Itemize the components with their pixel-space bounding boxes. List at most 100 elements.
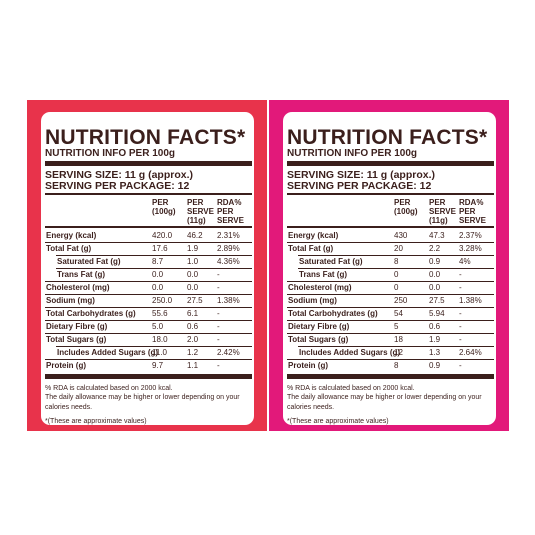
value-per-100g: 420.0	[152, 231, 173, 240]
nutrient-row: Total Fat (g) 17.6 1.9 2.89%	[45, 242, 252, 255]
header-per-serve: PER SERVE (11g)	[187, 198, 214, 225]
row-divider	[45, 332, 252, 334]
nutrition-card: NUTRITION FACTS* NUTRITION INFO PER 100g S…	[283, 112, 496, 425]
nutrient-label: Total Fat (g)	[46, 244, 92, 253]
value-rda: 1.38%	[217, 296, 240, 305]
divider-thick	[45, 374, 252, 379]
value-per-100g: 9.7	[152, 361, 164, 370]
divider	[287, 193, 494, 195]
value-per-serve: 1.9	[187, 244, 199, 253]
value-per-serve: 47.3	[429, 231, 445, 240]
divider-thick	[287, 161, 494, 166]
value-per-100g: 5	[394, 322, 399, 331]
rda-note: % RDA is calculated based on 2000 kcal.	[287, 385, 415, 392]
nutrient-row: Total Carbohydrates (g) 55.6 6.1 -	[45, 307, 252, 320]
row-divider	[45, 319, 252, 321]
nutrient-row: Cholesterol (mg) 0 0.0 -	[287, 281, 494, 294]
nutrient-label: Total Carbohydrates (g)	[288, 309, 378, 318]
nutrient-label: Dietary Fibre (g)	[46, 322, 108, 331]
value-rda: 4%	[459, 257, 471, 266]
nutrient-row: Includes Added Sugars (g) 11.0 1.2 2.42%	[45, 346, 252, 359]
nutrient-label: Total Sugars (g)	[288, 335, 349, 344]
nutrient-label: Protein (g)	[288, 361, 328, 370]
header-rda: RDA% PER SERVE	[217, 198, 244, 225]
value-per-serve: 0.9	[429, 361, 441, 370]
nutrient-label: Saturated Fat (g)	[57, 257, 121, 266]
nutrient-label: Cholesterol (mg)	[288, 283, 352, 292]
nutrient-row: Total Sugars (g) 18 1.9 -	[287, 333, 494, 346]
value-per-100g: 0.0	[152, 270, 164, 279]
value-per-serve: 0.0	[429, 283, 441, 292]
nutrient-label: Trans Fat (g)	[57, 270, 106, 279]
panel-title: NUTRITION FACTS*	[287, 126, 488, 149]
value-rda: -	[217, 322, 220, 331]
value-rda: 2.31%	[217, 231, 240, 240]
value-rda: 2.89%	[217, 244, 240, 253]
nutrient-label: Includes Added Sugars (g)	[57, 348, 159, 357]
value-rda: 2.64%	[459, 348, 482, 357]
serving-size: SERVING SIZE: 11 g (approx.)	[287, 169, 436, 181]
nutrient-label: Total Carbohydrates (g)	[46, 309, 136, 318]
value-per-serve: 0.9	[429, 257, 441, 266]
value-per-serve: 0.0	[187, 283, 199, 292]
nutrient-row: Total Sugars (g) 18.0 2.0 -	[45, 333, 252, 346]
value-rda: -	[217, 361, 220, 370]
panel-subtitle: NUTRITION INFO PER 100g	[287, 148, 418, 159]
value-rda: 2.37%	[459, 231, 482, 240]
value-per-100g: 11.0	[152, 348, 167, 357]
value-per-serve: 0.6	[187, 322, 199, 331]
row-divider	[56, 254, 252, 256]
row-divider	[287, 306, 494, 308]
value-per-100g: 18.0	[152, 335, 168, 344]
header-per-serve: PER SERVE (11g)	[429, 198, 456, 225]
divider	[45, 226, 252, 228]
header-per-100g: PER (100g)	[152, 198, 176, 216]
divider	[45, 193, 252, 195]
value-rda: -	[459, 322, 462, 331]
nutrient-row: Trans Fat (g) 0 0.0 -	[287, 268, 494, 281]
value-per-100g: 20	[394, 244, 403, 253]
serving-size: SERVING SIZE: 11 g (approx.)	[45, 169, 194, 181]
nutrient-row: Saturated Fat (g) 8.7 1.0 4.36%	[45, 255, 252, 268]
nutrient-row: Dietary Fibre (g) 5 0.6 -	[287, 320, 494, 333]
value-per-100g: 250	[394, 296, 408, 305]
nutrient-row: Energy (kcal) 420.0 46.2 2.31%	[45, 229, 252, 242]
rda-note: % RDA is calculated based on 2000 kcal.	[45, 385, 173, 392]
value-per-serve: 6.1	[187, 309, 199, 318]
daily-allowance-note: The daily allowance may be higher or low…	[287, 394, 482, 411]
approx-values-note: *(These are approximate values)	[287, 418, 389, 425]
nutrient-label: Includes Added Sugars (g)	[299, 348, 401, 357]
nutrition-panel-left: NUTRITION FACTS* NUTRITION INFO PER 100g S…	[27, 100, 267, 431]
value-rda: 2.42%	[217, 348, 240, 357]
nutrient-row: Saturated Fat (g) 8 0.9 4%	[287, 255, 494, 268]
value-per-serve: 2.0	[187, 335, 199, 344]
row-divider	[45, 358, 252, 360]
value-per-100g: 8	[394, 257, 399, 266]
nutrient-label: Saturated Fat (g)	[299, 257, 363, 266]
row-divider	[298, 254, 494, 256]
value-rda: 1.38%	[459, 296, 482, 305]
nutrient-label: Energy (kcal)	[288, 231, 339, 240]
divider-thick	[45, 161, 252, 166]
nutrient-row: Protein (g) 8 0.9 -	[287, 359, 494, 372]
row-divider	[56, 267, 252, 269]
row-divider	[287, 332, 494, 334]
value-per-100g: 0	[394, 283, 399, 292]
value-rda: -	[217, 270, 220, 279]
divider	[287, 226, 494, 228]
value-rda: -	[459, 270, 462, 279]
nutrient-label: Cholesterol (mg)	[46, 283, 110, 292]
value-rda: -	[217, 283, 220, 292]
row-divider	[45, 306, 252, 308]
value-per-100g: 54	[394, 309, 403, 318]
value-rda: -	[217, 309, 220, 318]
nutrient-label: Sodium (mg)	[46, 296, 95, 305]
value-per-100g: 0	[394, 270, 399, 279]
nutrient-label: Trans Fat (g)	[299, 270, 348, 279]
nutrient-row: Trans Fat (g) 0.0 0.0 -	[45, 268, 252, 281]
nutrient-label: Protein (g)	[46, 361, 86, 370]
header-rda: RDA% PER SERVE	[459, 198, 486, 225]
value-per-serve: 1.1	[187, 361, 199, 370]
value-per-serve: 46.2	[187, 231, 203, 240]
divider-thick	[287, 374, 494, 379]
